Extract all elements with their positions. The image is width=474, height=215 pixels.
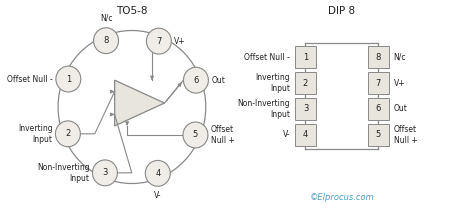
Text: 8: 8 [376,53,381,62]
Text: V-: V- [283,130,290,139]
FancyBboxPatch shape [295,124,316,146]
Polygon shape [115,80,164,126]
Text: 7: 7 [376,79,381,88]
Text: Non-Inverting
Input: Non-Inverting Input [237,99,290,119]
Text: N/c: N/c [394,53,406,62]
Text: Offset
Null +: Offset Null + [211,125,235,145]
FancyBboxPatch shape [368,72,389,94]
FancyBboxPatch shape [368,46,389,68]
Text: 4: 4 [155,169,160,178]
FancyBboxPatch shape [368,98,389,120]
Text: Offset
Null +: Offset Null + [394,125,418,144]
Text: 3: 3 [102,168,108,177]
Text: Out: Out [394,104,408,114]
Circle shape [146,28,172,54]
Circle shape [146,160,170,186]
Text: V+: V+ [174,37,186,46]
Circle shape [92,160,118,186]
Text: 3: 3 [303,104,308,114]
Text: Offset Null -: Offset Null - [245,53,290,62]
Text: 8: 8 [103,36,109,45]
Text: 2: 2 [65,129,71,138]
FancyBboxPatch shape [295,46,316,68]
FancyBboxPatch shape [368,124,389,146]
Circle shape [55,121,81,147]
Text: Out: Out [211,76,225,85]
Text: Non-Inverting
Input: Non-Inverting Input [37,163,90,183]
Circle shape [183,67,209,93]
Text: 2: 2 [303,79,308,88]
Circle shape [56,66,81,92]
Text: 1: 1 [303,53,308,62]
Text: TO5-8: TO5-8 [116,6,148,16]
Text: Inverting
Input: Inverting Input [18,124,53,143]
Text: 4: 4 [303,130,308,139]
Text: 7: 7 [156,37,162,46]
Circle shape [183,122,208,148]
Text: V+: V+ [394,79,405,88]
Text: N/c: N/c [100,14,112,23]
Text: 5: 5 [376,130,381,139]
Text: 6: 6 [193,76,199,85]
Text: DIP 8: DIP 8 [328,6,356,16]
Text: Offset Null -: Offset Null - [7,75,53,84]
Text: Inverting
Input: Inverting Input [255,74,290,93]
Text: ©Elprocus.com: ©Elprocus.com [310,193,374,202]
FancyBboxPatch shape [295,72,316,94]
Circle shape [93,28,118,54]
Text: 5: 5 [193,131,198,140]
FancyBboxPatch shape [295,98,316,120]
Text: 1: 1 [66,75,71,84]
Text: 6: 6 [376,104,381,114]
Text: V-: V- [154,191,162,200]
